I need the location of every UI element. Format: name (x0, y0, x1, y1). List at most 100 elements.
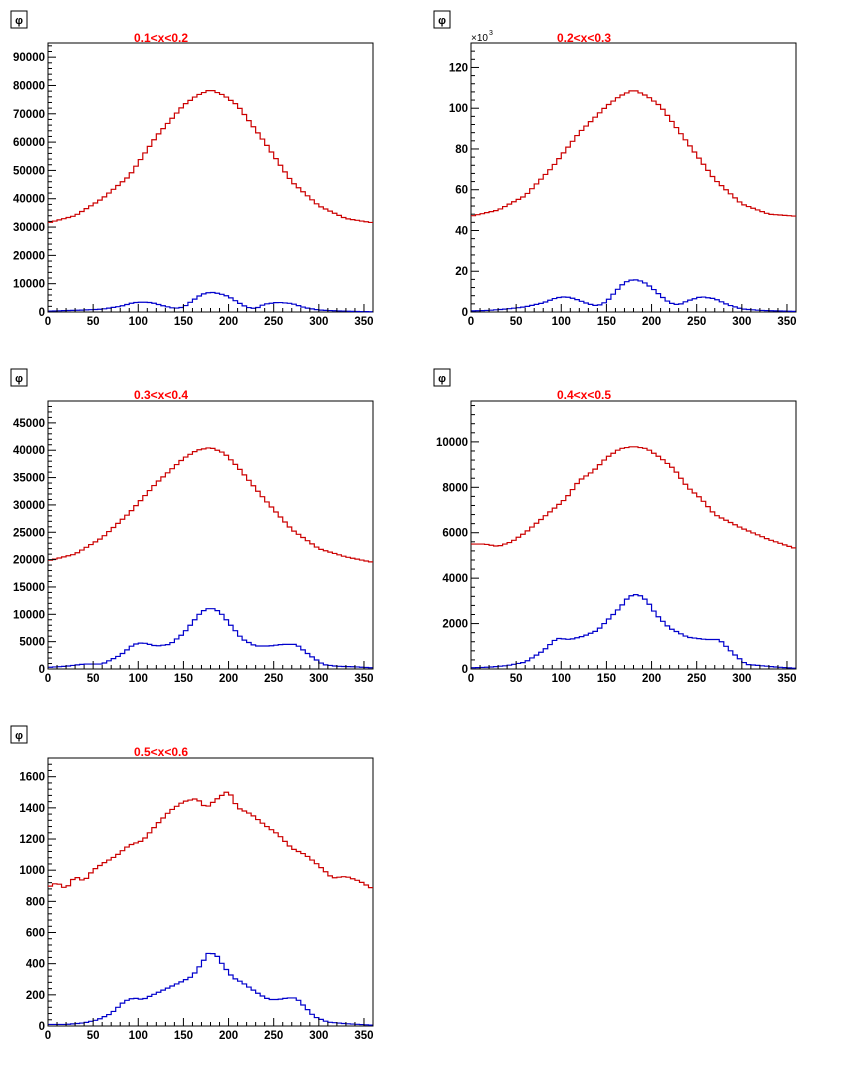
x-tick-label: 200 (219, 673, 238, 685)
plot-area: 0 50 100 150 200 250 300 350 0 200 400 600 800 1000 12… (19, 757, 374, 1042)
x-tick-label: 100 (129, 316, 148, 328)
y-tick-label: 35000 (13, 473, 45, 485)
x-tick-label: 0 (468, 673, 474, 685)
y-tick-label: 0 (462, 307, 468, 319)
x-tick-label: 100 (129, 1030, 148, 1042)
phi-label-box: φ (433, 10, 451, 29)
x-tick-label: 200 (219, 316, 238, 328)
histogram-panel-2: φ 0.2<x<0.3 ×10 3 0 50 100 150 200 250 300 3500… (433, 10, 797, 328)
phi-label-frame (10, 10, 28, 29)
x-tick-label: 300 (309, 316, 328, 328)
y-tick-label: 30000 (13, 500, 45, 512)
y-tick-label: 6000 (442, 528, 468, 540)
x-tick-label: 100 (552, 673, 571, 685)
x-tick-label: 250 (264, 673, 283, 685)
series-line-1 (48, 791, 373, 889)
x-tick-label: 150 (597, 673, 616, 685)
y-tick-label: 200 (26, 990, 45, 1002)
x-tick-label: 300 (309, 673, 328, 685)
x-tick-label: 300 (732, 316, 751, 328)
y-tick-label: 8000 (442, 482, 468, 494)
series-line-1 (471, 446, 796, 549)
x-tick-label: 150 (174, 673, 193, 685)
panel-title: 0.1<x<0.2 (134, 31, 188, 45)
y-tick-label: 1600 (19, 772, 45, 784)
x-tick-label: 250 (264, 316, 283, 328)
phi-label-frame (10, 368, 28, 387)
series-line-1 (471, 90, 796, 217)
phi-label-box: φ (10, 10, 28, 29)
x-axis-label: φ (438, 15, 446, 27)
histogram-panel-3: φ 0.3<x<0.4 0 50 100 150 200 250 300 350 0 5000 10… (10, 368, 374, 685)
y-tick-label: 10000 (13, 609, 45, 621)
x-axis-label: φ (438, 373, 446, 385)
y-tick-label: 600 (26, 928, 45, 940)
y-tick-label: 80 (455, 144, 468, 156)
histogram-panel-4: φ 0.4<x<0.5 0 50 100 150 200 250 300 350 0 2000 40… (433, 368, 797, 685)
y-tick-label: 40000 (13, 194, 45, 206)
x-axis-label: φ (15, 15, 23, 27)
x-tick-label: 150 (174, 1030, 193, 1042)
y-multiplier-base: ×10 (471, 33, 488, 44)
x-axis-label: φ (15, 730, 23, 742)
x-tick-label: 350 (777, 316, 796, 328)
series-line-2 (48, 608, 373, 669)
plot-area: 0 50 100 150 200 250 300 350 0 5000 10000 15000 2000… (13, 400, 374, 685)
x-tick-label: 300 (309, 1030, 328, 1042)
x-tick-label: 350 (354, 316, 373, 328)
x-tick-label: 350 (777, 673, 796, 685)
x-tick-label: 0 (45, 316, 51, 328)
x-axis-label: φ (15, 373, 23, 385)
y-tick-label: 2000 (442, 619, 468, 631)
y-tick-label: 100 (449, 103, 468, 115)
y-multiplier-exponent: 3 (489, 30, 493, 37)
x-tick-label: 0 (45, 1030, 51, 1042)
y-tick-label: 15000 (13, 582, 45, 594)
x-tick-label: 250 (687, 316, 706, 328)
x-tick-label: 350 (354, 673, 373, 685)
x-tick-label: 250 (264, 1030, 283, 1042)
x-tick-label: 50 (510, 316, 523, 328)
y-tick-label: 20000 (13, 250, 45, 262)
x-tick-label: 150 (174, 316, 193, 328)
y-tick-label: 50000 (13, 165, 45, 177)
panel-title: 0.4<x<0.5 (557, 388, 611, 402)
y-tick-label: 10000 (13, 279, 45, 291)
x-tick-label: 200 (642, 673, 661, 685)
histogram-panel-5: φ 0.5<x<0.6 0 50 100 150 200 250 300 350 0 200 400… (10, 725, 374, 1042)
x-tick-label: 150 (597, 316, 616, 328)
x-tick-label: 200 (642, 316, 661, 328)
phi-label-frame (10, 725, 28, 744)
x-tick-label: 200 (219, 1030, 238, 1042)
x-tick-label: 100 (129, 673, 148, 685)
phi-label-box: φ (10, 368, 28, 387)
x-tick-label: 0 (45, 673, 51, 685)
plot-area: 0 50 100 150 200 250 300 350 0 10000 20000 30000 400… (13, 42, 374, 328)
y-tick-label: 5000 (19, 637, 45, 649)
y-tick-label: 40 (455, 225, 468, 237)
x-tick-label: 50 (87, 1030, 100, 1042)
x-tick-label: 50 (87, 673, 100, 685)
y-tick-label: 20000 (13, 555, 45, 567)
y-tick-label: 80000 (13, 80, 45, 92)
y-tick-label: 10000 (436, 437, 468, 449)
y-tick-label: 120 (449, 62, 468, 74)
y-tick-label: 1000 (19, 865, 45, 877)
x-tick-label: 50 (87, 316, 100, 328)
y-multiplier: ×10 3 (471, 30, 493, 44)
histogram-panel-1: φ 0.1<x<0.2 0 50 100 150 200 250 300 350 0 10000 2… (10, 10, 374, 328)
x-tick-label: 0 (468, 316, 474, 328)
phi-label-frame (433, 10, 451, 29)
y-tick-label: 0 (39, 307, 45, 319)
x-tick-label: 250 (687, 673, 706, 685)
y-tick-label: 70000 (13, 109, 45, 121)
plot-area: 0 50 100 150 200 250 300 350 0 20 40 60 80 100 120 (449, 42, 797, 328)
x-tick-label: 350 (354, 1030, 373, 1042)
phi-label-frame (433, 368, 451, 387)
x-tick-label: 50 (510, 673, 523, 685)
series-line-1 (48, 90, 373, 224)
y-tick-label: 40000 (13, 445, 45, 457)
panel-title: 0.3<x<0.4 (134, 388, 188, 402)
y-tick-label: 400 (26, 959, 45, 971)
